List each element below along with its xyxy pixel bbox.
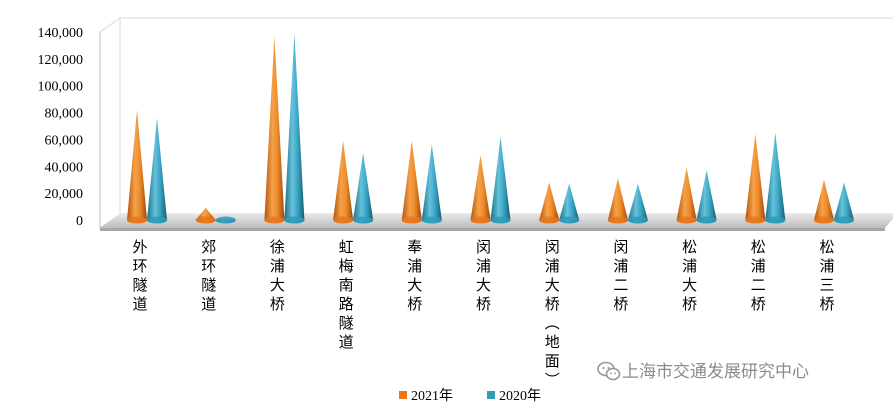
cone-body (127, 109, 147, 224)
cone-base (421, 216, 442, 224)
y-tick-label: 100,000 (38, 80, 84, 95)
side-wall (99, 17, 121, 229)
category-label: 虹梅南路隧道 (339, 238, 354, 351)
y-tick-label: 120,000 (38, 53, 84, 68)
cone-2020-10 (834, 182, 854, 224)
cone-2020-8 (696, 170, 717, 224)
cone-2020-6 (559, 183, 580, 224)
cone-body (421, 144, 442, 224)
legend-swatch-2021 (399, 391, 407, 399)
y-tick-label: 0 (76, 214, 83, 229)
cone-body (559, 183, 580, 224)
cone-body (627, 183, 648, 224)
cone-2021-5 (470, 155, 491, 224)
category-label: 闵浦二桥 (613, 238, 628, 313)
cone-base (745, 216, 766, 224)
cone-2020-1 (215, 216, 236, 224)
cone-base (834, 216, 854, 224)
category-label: 奉浦大桥 (407, 238, 422, 313)
legend-label-2020: 2020年 (499, 388, 541, 404)
cone-base (333, 216, 354, 224)
category-label: 闵浦大桥 (476, 238, 491, 313)
chart-marks (127, 33, 854, 224)
cone-base (470, 216, 491, 224)
cone-base (539, 216, 560, 224)
cone-2021-1 (195, 207, 216, 224)
cone-base (676, 216, 697, 224)
cone-2021-7 (607, 178, 628, 224)
cone-base (284, 216, 305, 224)
cone-base (264, 216, 285, 224)
category-label: 外环隧道 (132, 238, 147, 313)
cone-base (127, 216, 147, 224)
cone-base (559, 216, 580, 224)
cone-body (284, 33, 305, 224)
y-tick-label: 80,000 (45, 107, 84, 122)
cone-2020-2 (284, 33, 305, 224)
y-axis-ticks: 0 20,000 40,000 60,000 80,000 100,000 120,000 1… (38, 26, 84, 229)
cone-2021-9 (745, 134, 766, 224)
cone-body (814, 179, 834, 224)
watermark-text: 上海市交通发展研究中心 (622, 362, 809, 382)
cone-body (834, 182, 854, 224)
category-label: 松浦大桥 (682, 238, 697, 313)
cone-body (470, 155, 491, 224)
legend: 2021年 2020年 (399, 388, 541, 404)
legend-swatch-2020 (487, 391, 495, 399)
cone-2020-9 (765, 132, 786, 224)
cone-base (147, 216, 167, 224)
category-labels: 外环隧道 郊环隧道 徐浦大桥 虹梅南路隧道 奉浦大桥 闵浦大桥 闵浦大桥︵地面︶ 闵浦二桥 松浦… (132, 238, 834, 389)
category-label: 松浦二桥 (751, 238, 766, 313)
y-tick-label: 140,000 (38, 26, 84, 41)
cone-base (696, 216, 717, 224)
cone-base (607, 216, 628, 224)
legend-label-2021: 2021年 (411, 388, 453, 404)
cone-2021-10 (814, 179, 834, 224)
cone-base (627, 216, 648, 224)
cone-2020-3 (353, 152, 374, 224)
watermark: 上海市交通发展研究中心 (597, 361, 809, 382)
cone-base (490, 216, 511, 224)
y-tick-label: 60,000 (45, 133, 84, 148)
cone-2021-3 (333, 140, 354, 224)
cone-2021-8 (676, 167, 697, 224)
cone-base (814, 216, 834, 224)
cone-body (607, 178, 628, 224)
cone-2021-2 (264, 36, 285, 224)
cone-body (696, 170, 717, 224)
cone-body (401, 140, 422, 224)
cone-body (765, 132, 786, 224)
category-label: 郊环隧道 (201, 238, 216, 313)
cone-body (676, 167, 697, 224)
cone-body (333, 140, 354, 224)
cone-base (353, 216, 374, 224)
cone-2021-4 (401, 140, 422, 224)
cone-base (195, 216, 216, 224)
category-label: 松浦三桥 (819, 238, 834, 313)
cone-2020-0 (147, 117, 167, 224)
cone-2020-4 (421, 144, 442, 224)
wechat-icon (597, 361, 621, 381)
cone-base (215, 216, 236, 224)
cone-body (490, 136, 511, 224)
cone-body (745, 134, 766, 224)
cone-2020-5 (490, 136, 511, 224)
category-label: 徐浦大桥 (270, 238, 285, 313)
cone-body (353, 152, 374, 224)
cone-base (401, 216, 422, 224)
y-tick-label: 40,000 (45, 160, 84, 175)
cone-2020-7 (627, 183, 648, 224)
floor-edge (100, 228, 885, 231)
cone-body (264, 36, 285, 224)
cone-2021-0 (127, 109, 147, 224)
cone-2021-6 (539, 182, 560, 224)
category-label: 闵浦大桥︵地面︶ (545, 238, 560, 389)
cone-body (539, 182, 560, 224)
y-tick-label: 20,000 (45, 187, 84, 202)
cone-body (147, 117, 167, 224)
cone-base (765, 216, 786, 224)
